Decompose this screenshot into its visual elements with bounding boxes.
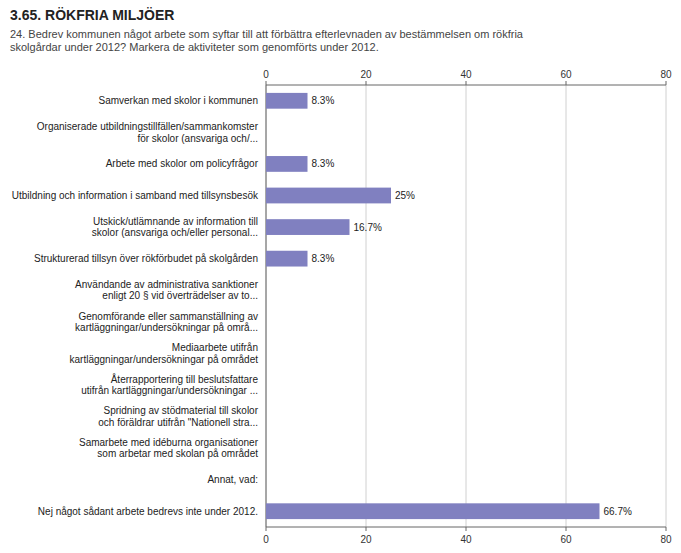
bar <box>266 282 267 298</box>
category-label: Arbete med skolor om policyfrågor <box>106 158 259 169</box>
background <box>0 0 681 553</box>
category-label: Återrapportering till beslutsfattareutif… <box>81 373 258 397</box>
tick-label: 60 <box>560 534 572 545</box>
bar <box>266 377 267 393</box>
tick-label: 80 <box>660 534 672 545</box>
category-label: Utbildning och information i samband med… <box>12 190 259 201</box>
bar <box>266 219 350 235</box>
tick-label: 60 <box>560 69 572 80</box>
category-label: Annat, vad: <box>207 474 258 485</box>
category-label: Samarbete med idéburna organisationersom… <box>79 437 259 460</box>
chart-svg: 3.65. RÖKFRIA MILJÖER 24. Bedrev kommunen… <box>0 0 681 553</box>
grid-line <box>466 85 467 527</box>
data-label: 8.3% <box>312 95 335 106</box>
x-axis-line <box>266 85 666 86</box>
category-label: Samverkan med skolor i kommunen <box>98 95 258 106</box>
category-label: Strukturerad tillsyn över rökförbudet på… <box>34 253 258 264</box>
bar <box>266 156 308 172</box>
tick-mark <box>266 81 267 85</box>
grid-line <box>666 85 667 527</box>
grid-line <box>266 85 267 527</box>
bar <box>266 345 267 361</box>
subtitle: 24. Bedrev kommunen något arbete som syf… <box>10 28 524 53</box>
tick-mark <box>666 81 667 85</box>
y-axis-line <box>266 85 267 527</box>
bar <box>266 124 267 140</box>
tick-mark <box>266 527 267 531</box>
tick-label: 20 <box>360 69 372 80</box>
x-axis-line <box>266 527 666 528</box>
category-label: Organiserade utbildningstillfällen/samma… <box>37 121 259 144</box>
bar <box>266 409 267 425</box>
tick-mark <box>666 527 667 531</box>
data-label: 16.7% <box>354 222 382 233</box>
tick-mark <box>466 81 467 85</box>
category-label: Användande av administrativa sanktionere… <box>75 279 259 302</box>
category-label: Nej något sådant arbete bedrevs inte und… <box>38 506 258 517</box>
tick-mark <box>366 81 367 85</box>
tick-label: 0 <box>263 69 269 80</box>
tick-label: 20 <box>360 534 372 545</box>
category-label: Mediaarbete utifrånkartläggningar/unders… <box>70 342 259 365</box>
bar <box>266 503 600 519</box>
bar <box>266 314 267 330</box>
category-label: Utskick/utlämnande av information tillsk… <box>92 216 258 239</box>
chart-container: 3.65. RÖKFRIA MILJÖER 24. Bedrev kommunen… <box>0 0 681 553</box>
tick-label: 40 <box>460 69 472 80</box>
data-label: 66.7% <box>604 506 632 517</box>
grid-line <box>566 85 567 527</box>
data-label: 8.3% <box>312 253 335 264</box>
tick-mark <box>466 527 467 531</box>
tick-mark <box>566 81 567 85</box>
category-label: Spridning av stödmaterial till skoloroch… <box>98 405 258 428</box>
tick-label: 80 <box>660 69 672 80</box>
tick-label: 40 <box>460 534 472 545</box>
bar <box>266 93 308 109</box>
bar <box>266 188 391 204</box>
bar <box>266 251 308 267</box>
data-label: 8.3% <box>312 158 335 169</box>
tick-label: 0 <box>263 534 269 545</box>
category-label: Genomförande eller sammanställning avkar… <box>75 311 258 334</box>
bars <box>266 93 600 519</box>
title: 3.65. RÖKFRIA MILJÖER <box>10 7 174 23</box>
bar <box>266 472 267 488</box>
tick-mark <box>566 527 567 531</box>
grid-line <box>366 85 367 527</box>
data-label: 25% <box>395 190 415 201</box>
grid <box>266 85 666 527</box>
tick-mark <box>366 527 367 531</box>
bar <box>266 440 267 456</box>
